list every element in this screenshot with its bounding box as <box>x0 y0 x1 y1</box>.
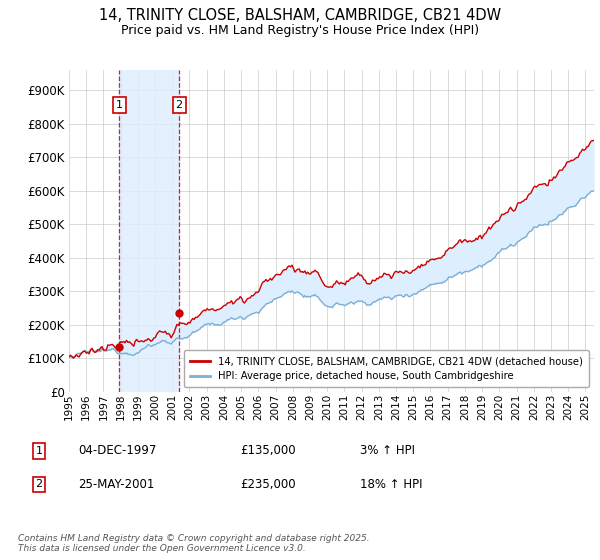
Text: 1: 1 <box>116 100 123 110</box>
Text: 3% ↑ HPI: 3% ↑ HPI <box>360 444 415 458</box>
Text: Price paid vs. HM Land Registry's House Price Index (HPI): Price paid vs. HM Land Registry's House … <box>121 24 479 36</box>
Text: 2: 2 <box>176 100 183 110</box>
Text: Contains HM Land Registry data © Crown copyright and database right 2025.
This d: Contains HM Land Registry data © Crown c… <box>18 534 370 553</box>
Text: 1: 1 <box>35 446 43 456</box>
Bar <box>119 70 179 392</box>
Text: 14, TRINITY CLOSE, BALSHAM, CAMBRIDGE, CB21 4DW: 14, TRINITY CLOSE, BALSHAM, CAMBRIDGE, C… <box>99 8 501 24</box>
Text: 18% ↑ HPI: 18% ↑ HPI <box>360 478 422 491</box>
Legend: 14, TRINITY CLOSE, BALSHAM, CAMBRIDGE, CB21 4DW (detached house), HPI: Average p: 14, TRINITY CLOSE, BALSHAM, CAMBRIDGE, C… <box>184 350 589 387</box>
Text: 25-MAY-2001: 25-MAY-2001 <box>78 478 154 491</box>
Text: 04-DEC-1997: 04-DEC-1997 <box>78 444 157 458</box>
Text: 2: 2 <box>35 479 43 489</box>
Text: £235,000: £235,000 <box>240 478 296 491</box>
Text: £135,000: £135,000 <box>240 444 296 458</box>
